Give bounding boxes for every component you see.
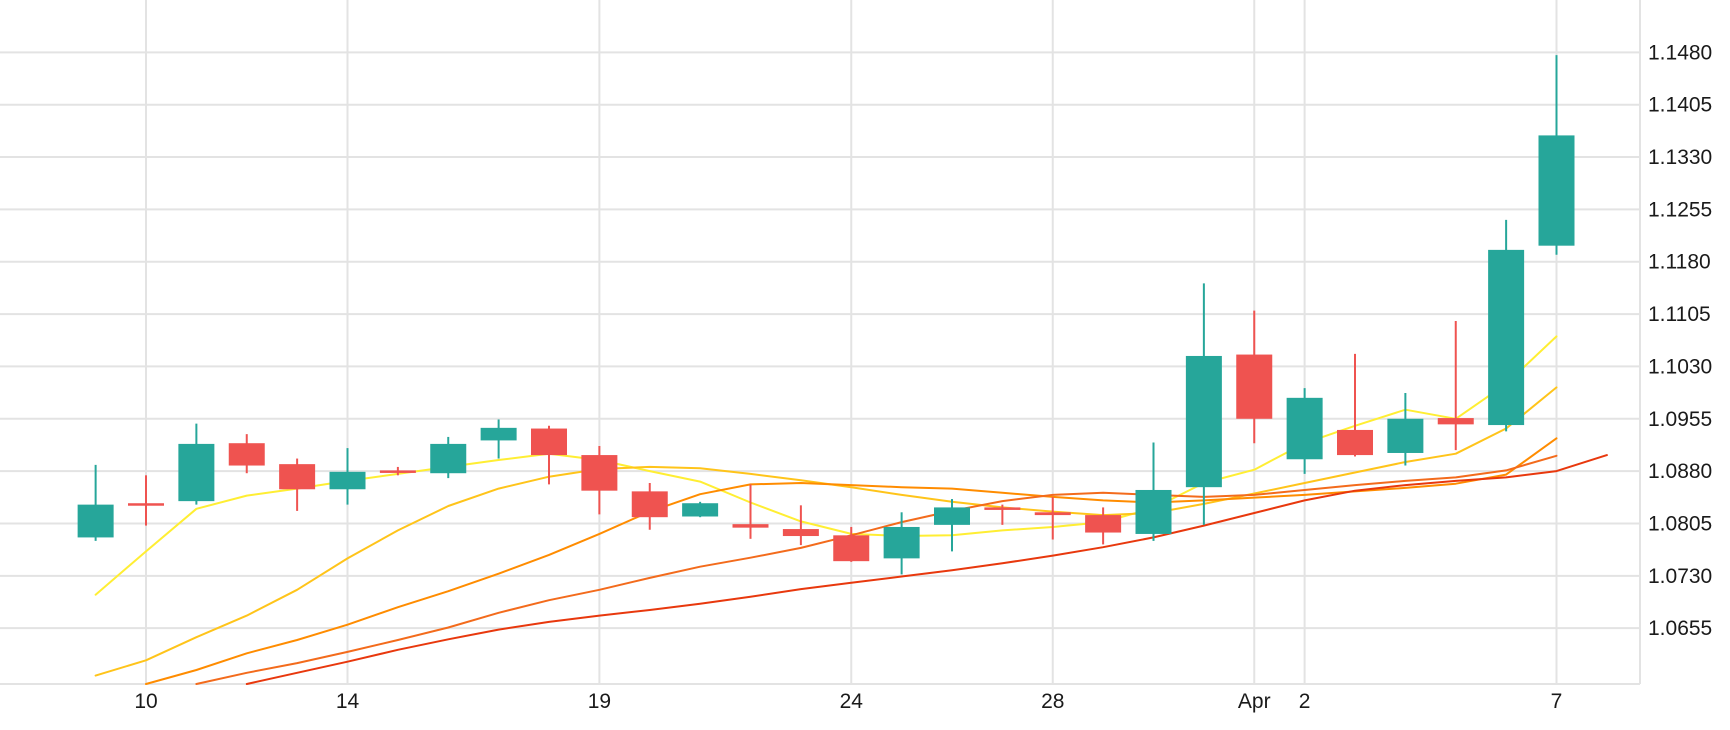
candle-down	[1034, 496, 1071, 540]
candle-up	[934, 499, 970, 552]
candle-body	[581, 455, 618, 491]
candles	[77, 55, 1575, 575]
x-tick-label: 2	[1299, 690, 1311, 713]
candle-up	[1538, 55, 1575, 255]
candle-body	[178, 443, 215, 502]
candle-up	[178, 423, 215, 505]
y-tick-label: 1.1330	[1648, 146, 1712, 169]
candle-body	[329, 471, 366, 490]
candle-down	[128, 475, 164, 526]
y-tick-label: 1.1030	[1648, 355, 1712, 378]
candle-body	[833, 535, 870, 562]
candle-body	[1286, 397, 1323, 460]
x-tick-label: Apr	[1238, 690, 1271, 713]
y-tick-label: 1.1255	[1648, 198, 1712, 221]
candle-down	[228, 434, 265, 474]
y-tick-label: 1.1405	[1648, 94, 1712, 117]
candle-body	[1135, 489, 1172, 534]
candle-up	[1387, 392, 1424, 466]
candle-up	[480, 419, 517, 459]
candle-down	[833, 526, 870, 562]
y-tick-label: 1.1105	[1648, 303, 1711, 326]
y-axis: 1.0655 1.0730 1.0805 1.0880 1.0955 1.1030 1.11…	[1648, 41, 1712, 640]
y-tick-label: 1.0880	[1648, 460, 1712, 483]
candle-body	[1337, 429, 1373, 456]
y-tick-label: 1.0730	[1648, 565, 1712, 588]
candle-body	[1236, 354, 1273, 419]
y-tick-label: 1.1480	[1648, 41, 1712, 64]
x-tick-label: 7	[1551, 690, 1563, 713]
candle-body	[228, 443, 265, 466]
candle-down	[531, 425, 567, 485]
candle-body	[430, 443, 467, 474]
candle-up	[430, 436, 467, 479]
candle-up	[1135, 442, 1172, 541]
x-tick-label: 28	[1041, 690, 1064, 713]
candle-body	[1437, 418, 1474, 425]
candle-body	[682, 503, 719, 517]
candle-down	[782, 505, 819, 546]
candle-body	[531, 428, 567, 456]
candle-up	[77, 464, 114, 541]
candle-body	[1085, 515, 1122, 533]
y-tick-label: 1.0955	[1648, 408, 1712, 431]
y-tick-label: 1.0805	[1648, 512, 1712, 535]
candle-body	[782, 529, 819, 537]
y-tick-label: 1.1180	[1648, 251, 1711, 274]
candle-down	[1437, 321, 1474, 451]
candle-body	[128, 503, 164, 506]
candle-down	[631, 482, 668, 530]
candle-body	[883, 526, 920, 559]
candle-up	[883, 512, 920, 575]
x-axis: 1014192428Apr2711	[134, 690, 1563, 713]
candle-down	[1337, 353, 1373, 457]
candle-down	[1236, 310, 1273, 444]
candle-body	[984, 507, 1021, 510]
candle-up	[1488, 219, 1525, 432]
candle-body	[480, 427, 517, 441]
x-tick-label: 10	[134, 690, 157, 713]
candle-down	[732, 484, 769, 539]
candle-up	[682, 501, 719, 518]
candle-down	[379, 466, 416, 476]
candle-body	[77, 504, 114, 538]
x-tick-label: 14	[336, 690, 360, 713]
candle-body	[1538, 135, 1575, 246]
x-tick-label: 24	[840, 690, 864, 713]
candle-body	[631, 491, 668, 518]
candle-body	[1488, 249, 1525, 426]
candle-up	[1185, 283, 1222, 525]
x-tick-label: 19	[588, 690, 611, 713]
candle-body	[379, 470, 416, 473]
candle-down	[581, 445, 618, 515]
candle-body	[934, 507, 970, 525]
candle-down	[279, 458, 316, 511]
candle-body	[1387, 418, 1424, 453]
y-tick-label: 1.0655	[1648, 617, 1712, 640]
candle-up	[1286, 388, 1323, 474]
moving-average-line	[145, 437, 1558, 685]
candle-body	[279, 464, 316, 490]
candle-body	[732, 524, 769, 528]
gridlines	[0, 0, 1641, 685]
candle-up	[329, 448, 366, 505]
candle-body	[1034, 512, 1071, 516]
candle-down	[984, 504, 1021, 525]
moving-average-line	[245, 454, 1608, 685]
candle-down	[1085, 507, 1122, 545]
moving-average-line	[195, 454, 1558, 685]
candle-body	[1185, 355, 1222, 488]
